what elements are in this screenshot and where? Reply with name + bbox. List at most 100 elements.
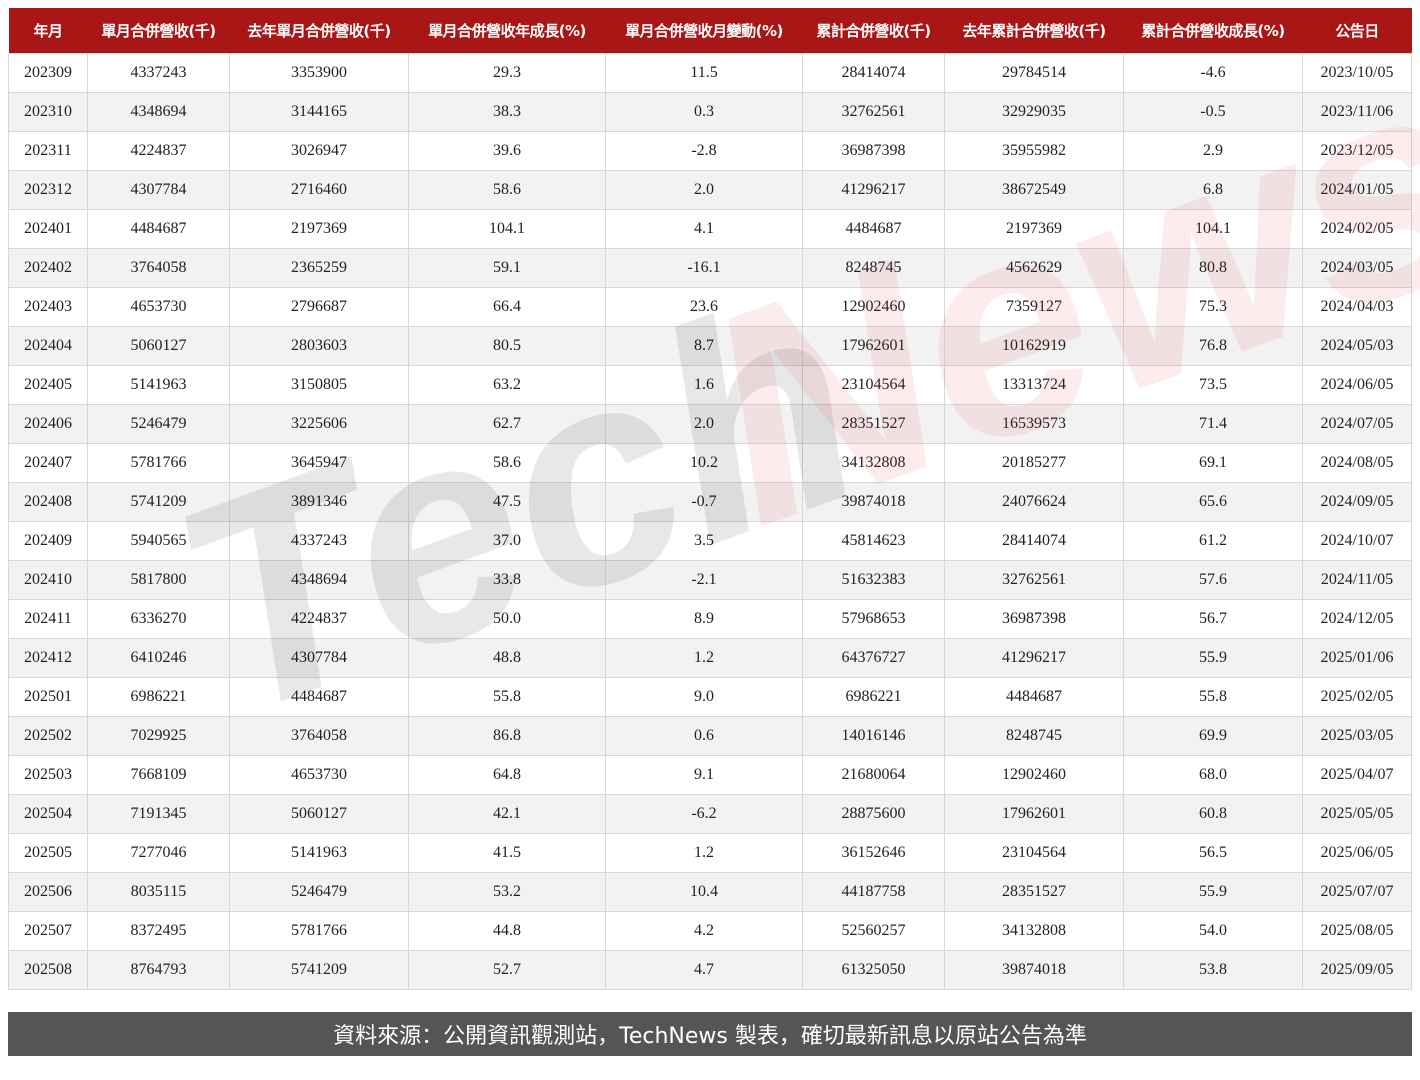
table-cell: 202409 [8, 521, 88, 561]
table-cell: 5141963 [229, 833, 409, 873]
table-cell: 57.6 [1123, 560, 1303, 600]
table-cell: 50.0 [408, 599, 606, 639]
table-cell: 5940565 [87, 521, 230, 561]
table-cell: -0.7 [605, 482, 803, 522]
table-row: 202404 5060127 2803603 80.5 8.7 17962601 10162… [8, 326, 1412, 366]
table-cell: 4.7 [605, 950, 803, 990]
table-cell: 202401 [8, 209, 88, 249]
table-row: 202411 6336270 4224837 50.0 8.9 57968653 36987… [8, 599, 1412, 639]
table-cell: 11.5 [605, 53, 803, 93]
table-row: 202310 4348694 3144165 38.3 0.3 32762561 32929… [8, 92, 1412, 132]
table-cell: 7277046 [87, 833, 230, 873]
table-cell: 4.1 [605, 209, 803, 249]
table-cell: 2024/02/05 [1302, 209, 1412, 249]
source-footer: 資料來源：公開資訊觀測站，TechNews 製表，確切最新訊息以原站公告為準 [8, 1012, 1412, 1056]
table-cell: 4337243 [87, 53, 230, 93]
table-cell: 45814623 [802, 521, 945, 561]
table-cell: 3645947 [229, 443, 409, 483]
table-cell: 2025/09/05 [1302, 950, 1412, 990]
table-row: 202508 8764793 5741209 52.7 4.7 61325050 39874… [8, 950, 1412, 990]
table-cell: 104.1 [408, 209, 606, 249]
table-cell: 69.1 [1123, 443, 1303, 483]
table-cell: 24076624 [944, 482, 1124, 522]
table-cell: 2025/08/05 [1302, 911, 1412, 951]
table-header-row: 年月 單月合併營收(千) 去年單月合併營收(千) 單月合併營收年成長(%) 單月合併營收… [8, 8, 1412, 54]
table-cell: 202508 [8, 950, 88, 990]
table-row: 202407 5781766 3645947 58.6 10.2 34132808 2018… [8, 443, 1412, 483]
table-cell: 2024/12/05 [1302, 599, 1412, 639]
table-cell: 2025/03/05 [1302, 716, 1412, 756]
table-cell: 2025/02/05 [1302, 677, 1412, 717]
table-cell: 2023/11/06 [1302, 92, 1412, 132]
table-cell: 28414074 [944, 521, 1124, 561]
table-cell: 2024/01/05 [1302, 170, 1412, 210]
table-cell: 6986221 [802, 677, 945, 717]
source-note: 資料來源：公開資訊觀測站，TechNews 製表，確切最新訊息以原站公告為準 [333, 1024, 1087, 1049]
table-cell: 2.0 [605, 170, 803, 210]
table-cell: 62.7 [408, 404, 606, 444]
table-cell: 41.5 [408, 833, 606, 873]
table-cell: 2803603 [229, 326, 409, 366]
table-cell: 2023/12/05 [1302, 131, 1412, 171]
table-cell: 2025/05/05 [1302, 794, 1412, 834]
table-row: 202405 5141963 3150805 63.2 1.6 23104564 13313… [8, 365, 1412, 405]
table-cell: 28351527 [944, 872, 1124, 912]
table-row: 202403 4653730 2796687 66.4 23.6 12902460 7359… [8, 287, 1412, 327]
table-cell: 65.6 [1123, 482, 1303, 522]
table-cell: 2796687 [229, 287, 409, 327]
table-cell: 51632383 [802, 560, 945, 600]
table-cell: 29.3 [408, 53, 606, 93]
table-row: 202505 7277046 5141963 41.5 1.2 36152646 23104… [8, 833, 1412, 873]
column-header: 累計合併營收成長(%) [1123, 8, 1303, 54]
table-cell: 202311 [8, 131, 88, 171]
table-cell: 1.2 [605, 638, 803, 678]
table-cell: 3026947 [229, 131, 409, 171]
table-cell: 12902460 [944, 755, 1124, 795]
table-cell: 10.4 [605, 872, 803, 912]
column-header: 單月合併營收(千) [87, 8, 230, 54]
table-cell: 4484687 [87, 209, 230, 249]
table-row: 202506 8035115 5246479 53.2 10.4 44187758 2835… [8, 872, 1412, 912]
table-cell: 202412 [8, 638, 88, 678]
table-cell: 202501 [8, 677, 88, 717]
column-header: 累計合併營收(千) [802, 8, 945, 54]
table-cell: 13313724 [944, 365, 1124, 405]
table-cell: 66.4 [408, 287, 606, 327]
table-cell: 7191345 [87, 794, 230, 834]
table-cell: 1.6 [605, 365, 803, 405]
table-cell: 1.2 [605, 833, 803, 873]
table-cell: 64.8 [408, 755, 606, 795]
table-cell: 3353900 [229, 53, 409, 93]
table-cell: 63.2 [408, 365, 606, 405]
table-row: 202507 8372495 5781766 44.8 4.2 52560257 34132… [8, 911, 1412, 951]
table-cell: 202504 [8, 794, 88, 834]
table-cell: 17962601 [944, 794, 1124, 834]
table-cell: 52.7 [408, 950, 606, 990]
table-cell: 5246479 [229, 872, 409, 912]
column-header: 單月合併營收月變動(%) [605, 8, 803, 54]
table-cell: 202312 [8, 170, 88, 210]
table-cell: 5060127 [229, 794, 409, 834]
table-cell: 5817800 [87, 560, 230, 600]
column-header: 去年累計合併營收(千) [944, 8, 1124, 54]
table-cell: 5741209 [87, 482, 230, 522]
revenue-table: 年月 單月合併營收(千) 去年單月合併營收(千) 單月合併營收年成長(%) 單月合併營收… [8, 8, 1412, 990]
table-cell: 8248745 [944, 716, 1124, 756]
table-cell: 2023/10/05 [1302, 53, 1412, 93]
table-row: 202402 3764058 2365259 59.1 -16.1 8248745 4562… [8, 248, 1412, 288]
table-row: 202406 5246479 3225606 62.7 2.0 28351527 16539… [8, 404, 1412, 444]
table-cell: 37.0 [408, 521, 606, 561]
table-row: 202410 5817800 4348694 33.8 -2.1 51632383 3276… [8, 560, 1412, 600]
table-cell: 2025/06/05 [1302, 833, 1412, 873]
table-cell: 6986221 [87, 677, 230, 717]
column-header: 去年單月合併營收(千) [229, 8, 409, 54]
table-cell: 202407 [8, 443, 88, 483]
table-cell: 202404 [8, 326, 88, 366]
table-cell: 36987398 [944, 599, 1124, 639]
table-cell: 17962601 [802, 326, 945, 366]
table-cell: 2024/07/05 [1302, 404, 1412, 444]
table-cell: 2024/03/05 [1302, 248, 1412, 288]
table-cell: 4653730 [87, 287, 230, 327]
table-cell: 80.5 [408, 326, 606, 366]
table-cell: 4337243 [229, 521, 409, 561]
